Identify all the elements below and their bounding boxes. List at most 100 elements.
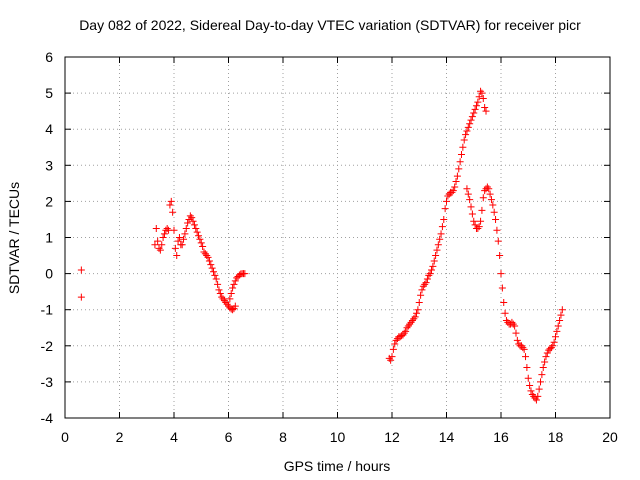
x-axis-label: GPS time / hours: [284, 458, 391, 474]
data-point: [481, 187, 489, 195]
data-point: [460, 136, 468, 144]
data-point: [212, 275, 220, 283]
data-point: [502, 317, 510, 325]
data-point: [186, 212, 194, 220]
data-point: [170, 226, 178, 234]
data-point: [557, 311, 565, 319]
data-point: [167, 197, 175, 205]
x-tick-label: 2: [116, 429, 124, 445]
data-point: [410, 315, 418, 323]
y-tick-label: 4: [45, 121, 53, 137]
data-point: [159, 234, 167, 241]
data-point: [391, 340, 399, 348]
data-point: [485, 185, 493, 193]
data-point: [482, 107, 490, 115]
chart-title: Day 082 of 2022, Sidereal Day-to-day VTE…: [79, 17, 581, 33]
data-point: [158, 241, 166, 249]
data-point: [474, 98, 482, 106]
data-point: [452, 178, 460, 186]
data-point: [402, 327, 410, 335]
y-tick-label: 2: [45, 193, 53, 209]
data-point: [151, 241, 159, 249]
data-point: [437, 230, 445, 238]
data-point: [169, 208, 177, 216]
data-point: [541, 358, 549, 366]
y-tick-label: -3: [41, 374, 54, 390]
data-point: [519, 344, 527, 352]
x-tick-label: 10: [330, 429, 346, 445]
data-point: [478, 89, 486, 97]
data-point: [490, 208, 498, 216]
data-point: [197, 239, 205, 247]
data-point: [196, 235, 204, 243]
data-point: [498, 284, 506, 292]
data-point: [188, 214, 196, 222]
data-point: [230, 280, 238, 288]
data-point: [433, 246, 441, 254]
data-point: [462, 131, 470, 139]
data-point: [496, 252, 504, 260]
data-point: [195, 232, 203, 240]
data-point: [77, 266, 85, 274]
data-point: [214, 280, 222, 288]
data-point: [542, 353, 550, 361]
data-point: [459, 143, 467, 151]
data-point: [190, 221, 198, 229]
data-point: [549, 342, 557, 350]
data-point: [174, 237, 182, 245]
x-tick-label: 4: [170, 429, 178, 445]
x-tick-label: 16: [493, 429, 509, 445]
data-point: [432, 252, 440, 260]
data-point: [475, 223, 483, 231]
data-point: [472, 102, 480, 110]
data-point: [464, 190, 472, 198]
data-point: [166, 201, 174, 209]
data-points: [77, 87, 566, 404]
data-point: [492, 215, 500, 223]
data-point: [550, 338, 558, 346]
data-point: [415, 298, 423, 306]
data-point: [483, 183, 491, 191]
data-point: [406, 320, 414, 328]
x-tick-labels: 0 2 4 6 8 10 12 14 16 18 20: [61, 429, 618, 445]
data-point: [407, 318, 415, 326]
data-point: [470, 217, 478, 225]
data-point: [524, 374, 532, 382]
data-point: [477, 87, 485, 95]
data-point: [160, 230, 168, 238]
data-point: [466, 120, 474, 128]
data-point: [455, 165, 463, 173]
y-tick-label: 5: [45, 85, 53, 101]
data-point: [538, 371, 546, 379]
data-point: [231, 277, 239, 285]
data-point: [414, 306, 422, 314]
data-point: [537, 378, 545, 386]
data-point: [468, 113, 476, 121]
data-point: [419, 282, 427, 290]
data-point: [428, 266, 436, 274]
data-point: [556, 317, 564, 325]
data-point: [441, 205, 449, 213]
data-point: [207, 261, 215, 269]
data-point: [231, 302, 239, 310]
data-point: [182, 224, 190, 232]
data-point: [471, 105, 479, 113]
y-tick-label: -1: [41, 302, 54, 318]
y-tick-labels: -4 -3 -2 -1 0 1 2 3 4 5 6: [41, 49, 54, 426]
data-point: [216, 289, 224, 297]
data-point: [528, 391, 536, 399]
data-point: [226, 295, 234, 303]
data-point: [181, 230, 189, 238]
data-point: [426, 270, 434, 278]
data-point: [200, 248, 208, 256]
data-point: [205, 257, 213, 265]
data-point: [475, 93, 483, 101]
data-point: [423, 275, 431, 283]
data-point: [155, 244, 163, 252]
data-point: [481, 104, 489, 112]
data-point: [493, 226, 501, 234]
data-point: [509, 320, 517, 328]
data-point: [388, 353, 396, 361]
data-point: [526, 382, 534, 390]
